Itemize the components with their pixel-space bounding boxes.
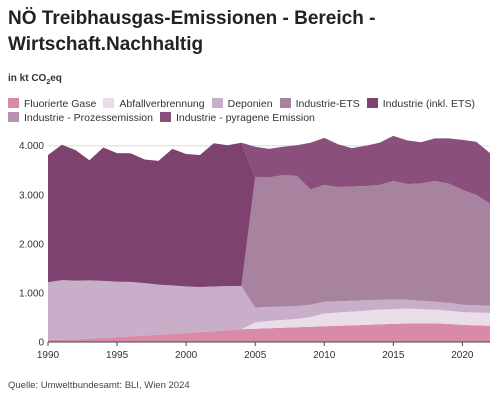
x-tick-label: 1990 bbox=[37, 350, 60, 361]
y-tick-label: 4.000 bbox=[19, 141, 44, 152]
area-series bbox=[48, 323, 490, 342]
legend-item: Industrie - Prozessemission bbox=[8, 111, 153, 125]
y-tick-label: 0 bbox=[38, 338, 44, 349]
y-tick-label: 1.000 bbox=[19, 288, 44, 299]
legend-label: Deponien bbox=[227, 98, 273, 110]
source-note: Quelle: Umweltbundesamt: BLI, Wien 2024 bbox=[8, 380, 190, 391]
x-tick-label: 2015 bbox=[382, 350, 405, 361]
legend-swatch bbox=[159, 112, 171, 122]
legend-item: Abfallverbrennung bbox=[103, 97, 205, 111]
x-tick-label: 2010 bbox=[313, 350, 336, 361]
legend-label: Industrie (inkl. ETS) bbox=[382, 98, 475, 110]
unit-label: in kt CO2eq bbox=[8, 73, 62, 86]
legend-label: Industrie - Prozessemission bbox=[24, 112, 153, 124]
legend-item: Fluorierte Gase bbox=[8, 97, 96, 111]
legend-swatch bbox=[8, 98, 19, 108]
x-tick-label: 1995 bbox=[106, 350, 129, 361]
legend-item: Industrie - pyragene Emission bbox=[159, 111, 315, 125]
area-series bbox=[48, 135, 490, 204]
chart-title: NÖ Treibhausgas-Emissionen - Bereich - W… bbox=[8, 8, 376, 55]
y-tick-label: 2.000 bbox=[19, 239, 44, 250]
area-series bbox=[48, 280, 490, 341]
legend-swatch bbox=[366, 98, 378, 108]
legend-label: Industrie-ETS bbox=[295, 98, 360, 110]
legend-swatch bbox=[211, 98, 223, 108]
x-tick-label: 2020 bbox=[451, 350, 474, 361]
area-series bbox=[48, 308, 490, 341]
legend-swatch bbox=[103, 98, 115, 108]
legend-item: Industrie (inkl. ETS) bbox=[366, 97, 475, 111]
area-series bbox=[48, 142, 490, 288]
legend-swatch bbox=[8, 112, 19, 122]
legend-item: Deponien bbox=[211, 97, 273, 111]
legend-label: Abfallverbrennung bbox=[119, 98, 205, 110]
x-tick-label: 2000 bbox=[175, 350, 198, 361]
legend-label: Fluorierte Gase bbox=[24, 98, 97, 110]
legend-label: Industrie - pyragene Emission bbox=[175, 112, 315, 124]
legend-swatch bbox=[279, 98, 291, 108]
legend-item: Industrie-ETS bbox=[279, 97, 360, 111]
y-tick-label: 3.000 bbox=[19, 190, 44, 201]
chart-legend: Fluorierte Gase Abfallverbrennung Deponien… bbox=[8, 97, 492, 125]
area-series bbox=[48, 175, 490, 308]
x-tick-label: 2005 bbox=[244, 350, 267, 361]
